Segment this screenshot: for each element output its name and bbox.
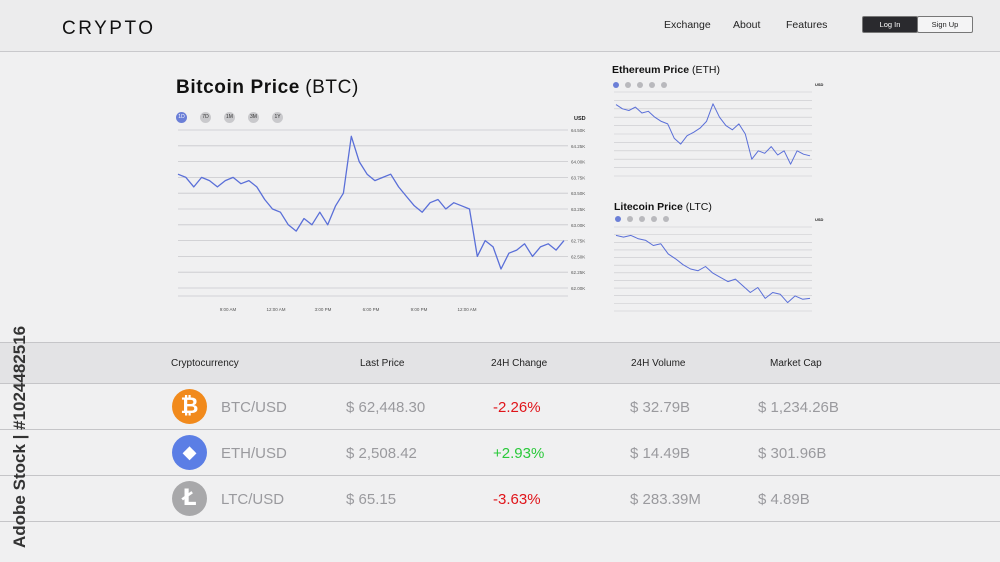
- col-last-price[interactable]: Last Price: [360, 358, 405, 369]
- y-tick-label: 64.00K: [571, 160, 585, 165]
- y-tick-label: 63.00K: [571, 223, 585, 228]
- ltc-range-7d-dot[interactable]: [627, 216, 633, 222]
- btc-price-line: [177, 135, 565, 270]
- ltc-range-3m-dot[interactable]: [651, 216, 657, 222]
- eth-title-name: Ethereum Price: [612, 64, 690, 76]
- pair-cell: LTC/USD: [221, 491, 285, 508]
- y-axis-unit: USD: [574, 116, 586, 122]
- ethereum-glyph: ◆: [182, 442, 197, 463]
- range-1y-button[interactable]: 1Y: [272, 112, 283, 123]
- market-table: Cryptocurrency Last Price 24H Change 24H…: [0, 342, 1000, 562]
- change-cell: -3.63%: [493, 491, 541, 508]
- nav-about[interactable]: About: [733, 19, 761, 31]
- ltc-chart-line: [615, 234, 811, 304]
- ltc-range-1m-dot[interactable]: [639, 216, 645, 222]
- log-in-button[interactable]: Log In: [862, 16, 918, 33]
- nav-exchange[interactable]: Exchange: [664, 19, 711, 31]
- price-cell: $ 65.15: [346, 491, 397, 508]
- volume-cell: $ 283.39M: [630, 491, 701, 508]
- table-row[interactable]: ◆ ETH/USD $ 2,508.42 +2.93% $ 14.49B $ 3…: [0, 430, 1000, 476]
- eth-price-chart[interactable]: USD: [612, 80, 827, 192]
- y-tick-label: 62.25K: [571, 270, 585, 275]
- ltc-range-1d-dot[interactable]: [615, 216, 621, 222]
- sign-up-button[interactable]: Sign Up: [917, 16, 973, 33]
- market-cap-cell: $ 4.89B: [758, 491, 810, 508]
- litecoin-icon: Ł: [172, 481, 207, 516]
- y-axis-unit: USD: [815, 82, 824, 87]
- y-tick-label: 63.50K: [571, 191, 585, 196]
- x-tick-label: 9:00 AM: [220, 307, 237, 312]
- volume-cell: $ 32.79B: [630, 399, 691, 416]
- table-row[interactable]: ₿ BTC/USD $ 62,448.30 -2.26% $ 32.79B $ …: [0, 384, 1000, 430]
- y-tick-label: 62.75K: [571, 239, 585, 244]
- y-tick-label: 62.00K: [571, 286, 585, 291]
- range-7d-button[interactable]: 7D: [200, 112, 211, 123]
- ethereum-icon: ◆: [172, 435, 207, 470]
- range-3m-button[interactable]: 3M: [248, 112, 259, 123]
- btc-title-name: Bitcoin Price: [176, 77, 300, 98]
- x-tick-label: 9:00 PM: [411, 307, 428, 312]
- bitcoin-icon: ₿: [172, 389, 207, 424]
- range-1d-button[interactable]: 1D: [176, 112, 187, 123]
- eth-range-1m-dot[interactable]: [637, 82, 643, 88]
- btc-price-chart[interactable]: 64.50K 64.25K 64.00K 63.75K 63.50K 63.25K 63.0…: [176, 112, 596, 317]
- market-cap-cell: $ 301.96B: [758, 445, 827, 462]
- y-axis-unit: USD: [815, 217, 824, 222]
- pair-cell: BTC/USD: [221, 399, 287, 416]
- nav-features[interactable]: Features: [786, 19, 828, 31]
- eth-title-symbol: (ETH): [691, 64, 720, 76]
- col-cryptocurrency[interactable]: Cryptocurrency: [171, 358, 239, 369]
- table-row[interactable]: Ł LTC/USD $ 65.15 -3.63% $ 283.39M $ 4.8…: [0, 476, 1000, 522]
- site-logo[interactable]: CRYPTO: [62, 18, 156, 39]
- col-24h-change[interactable]: 24H Change: [491, 358, 548, 369]
- col-24h-volume[interactable]: 24H Volume: [631, 358, 686, 369]
- change-cell: +2.93%: [493, 445, 545, 462]
- eth-range-1d-dot[interactable]: [613, 82, 619, 88]
- eth-chart-title: Ethereum Price (ETH): [612, 64, 720, 76]
- range-1m-button[interactable]: 1M: [224, 112, 235, 123]
- col-market-cap[interactable]: Market Cap: [770, 358, 822, 369]
- volume-cell: $ 14.49B: [630, 445, 691, 462]
- x-tick-label: 12:00 AM: [266, 307, 285, 312]
- y-tick-label: 63.75K: [571, 175, 585, 180]
- x-tick-label: 6:00 PM: [363, 307, 380, 312]
- x-tick-label: 12:00 AM: [457, 307, 476, 312]
- eth-chart-line: [615, 103, 811, 165]
- y-tick-label: 63.25K: [571, 207, 585, 212]
- ltc-title-symbol: (LTC): [685, 201, 712, 213]
- btc-chart-title: Bitcoin Price (BTC): [176, 77, 359, 99]
- ltc-price-chart[interactable]: USD: [612, 215, 827, 330]
- table-header: Cryptocurrency Last Price 24H Change 24H…: [0, 342, 1000, 384]
- stock-watermark-id: Adobe Stock | #1024482516: [10, 325, 29, 548]
- ltc-chart-title: Litecoin Price (LTC): [614, 201, 712, 213]
- eth-range-3m-dot[interactable]: [649, 82, 655, 88]
- ltc-title-name: Litecoin Price: [614, 201, 683, 213]
- change-cell: -2.26%: [493, 399, 541, 416]
- eth-range-7d-dot[interactable]: [625, 82, 631, 88]
- bitcoin-glyph: ₿: [180, 394, 199, 419]
- top-nav-bar: CRYPTO Exchange About Features Log In Si…: [0, 0, 1000, 52]
- price-cell: $ 2,508.42: [346, 445, 417, 462]
- ltc-range-1y-dot[interactable]: [663, 216, 669, 222]
- market-cap-cell: $ 1,234.26B: [758, 399, 839, 416]
- x-tick-label: 3:00 PM: [315, 307, 332, 312]
- litecoin-glyph: Ł: [182, 486, 197, 511]
- y-tick-label: 64.50K: [571, 128, 585, 133]
- y-tick-label: 64.25K: [571, 144, 585, 149]
- eth-range-1y-dot[interactable]: [661, 82, 667, 88]
- y-tick-label: 62.50K: [571, 254, 585, 259]
- btc-title-symbol: (BTC): [305, 77, 359, 98]
- pair-cell: ETH/USD: [221, 445, 287, 462]
- price-cell: $ 62,448.30: [346, 399, 426, 416]
